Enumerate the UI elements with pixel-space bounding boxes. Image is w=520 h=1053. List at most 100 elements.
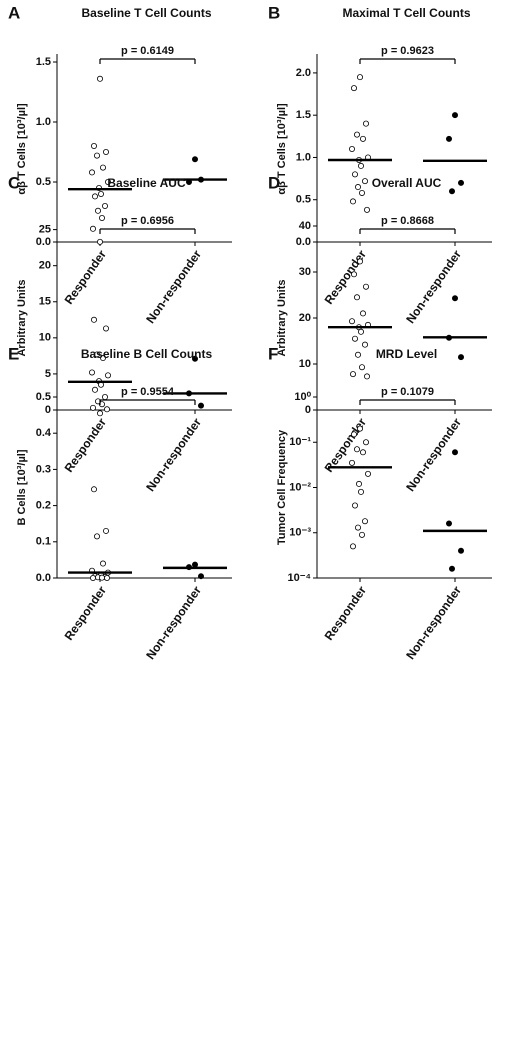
panel-letter: A [8,3,20,22]
data-point [90,225,97,232]
data-point [359,310,366,317]
x-tick-label: Non-responder [403,583,464,662]
panel-letter: F [268,344,278,363]
x-tick-label: Non-responder [143,415,204,494]
y-tick-label: 10⁰ [294,391,311,403]
y-axis-label: αβ T Cells [10³/µl] [276,103,288,195]
data-point [348,318,355,325]
data-point [97,238,104,245]
y-tick-label: 10 [299,358,311,370]
data-point [361,518,368,525]
panel-letter: D [268,173,280,192]
data-point [349,543,356,550]
data-point [356,425,363,432]
data-point [92,386,99,393]
data-point [451,112,458,119]
y-axis-label: Tumor Cell Frequency [276,429,288,545]
data-point [350,271,357,278]
panel-letter: B [268,3,280,22]
data-point [90,575,97,582]
p-value: p = 0.8668 [381,215,434,227]
data-point [364,470,371,477]
x-tick-label: Responder [322,247,370,307]
data-point [191,355,198,362]
data-point [102,202,109,209]
y-tick-label: 0.1 [36,536,51,548]
p-value: p = 0.9623 [381,45,434,57]
data-point [445,135,452,142]
x-tick-label: Responder [62,415,110,475]
y-axis-label: αβ T Cells [10³/µl] [16,103,28,195]
data-point [103,148,110,155]
data-point [350,431,357,438]
data-point [351,502,358,509]
data-point [445,520,452,527]
y-tick-label: 0.0 [296,236,311,248]
data-point [356,258,363,265]
p-value: p = 0.9554 [121,386,175,398]
data-point [361,341,368,348]
data-point [354,351,361,358]
x-tick-label: Non-responder [403,247,464,326]
data-point [350,85,357,92]
data-point [357,488,364,495]
panel-title: Maximal T Cell Counts [342,6,470,20]
data-point [94,533,101,540]
data-point [103,325,110,332]
data-point [351,171,358,178]
data-point [91,316,98,323]
y-tick-label: 0.5 [296,194,311,206]
data-point [363,206,370,213]
data-point [89,169,96,176]
data-point [451,449,458,456]
y-axis-label: Arbitrary Units [276,279,288,356]
y-tick-label: 15 [39,296,51,308]
panel-title: Overall AUC [372,176,442,190]
p-value: p = 0.6956 [121,215,174,227]
y-tick-label: 1.5 [296,109,311,121]
data-point [98,190,105,197]
data-point [448,565,455,572]
data-point [362,283,369,290]
y-tick-label: 0.0 [36,572,51,584]
y-tick-label: 10⁻³ [289,527,311,539]
panel-title: Baseline B Cell Counts [81,347,213,361]
data-point [351,335,358,342]
panel-letter: E [8,344,19,363]
y-tick-label: 0.5 [36,391,51,403]
data-point [356,74,363,81]
data-point [357,162,364,169]
data-point [359,449,366,456]
data-point [94,351,101,358]
y-axis-label: Arbitrary Units [16,279,28,356]
data-point [348,459,355,466]
data-point [359,135,366,142]
data-point [354,184,361,191]
y-tick-label: 0.4 [36,427,52,439]
x-tick-label: Responder [322,583,370,643]
data-point [95,207,102,214]
data-point [97,75,104,82]
data-point [92,193,99,200]
x-tick-label: Responder [62,583,110,643]
y-tick-label: 10⁻⁴ [288,572,311,584]
panel-title: Baseline AUC [107,176,186,190]
p-value: p = 0.6149 [121,45,174,57]
panel-title: Baseline T Cell Counts [81,6,211,20]
data-point [89,369,96,376]
y-tick-label: 25 [39,224,51,236]
data-point [102,394,109,401]
data-point [104,406,111,413]
data-point [448,188,455,195]
data-point [100,355,107,362]
y-tick-label: 0 [45,404,51,416]
data-point [362,439,369,446]
data-point [362,120,369,127]
data-point [197,573,204,580]
data-point [457,179,464,186]
y-tick-label: 10⁻² [289,481,311,493]
data-point [105,178,112,185]
data-point [355,480,362,487]
p-value: p = 0.1079 [381,386,434,398]
data-point [100,560,107,567]
